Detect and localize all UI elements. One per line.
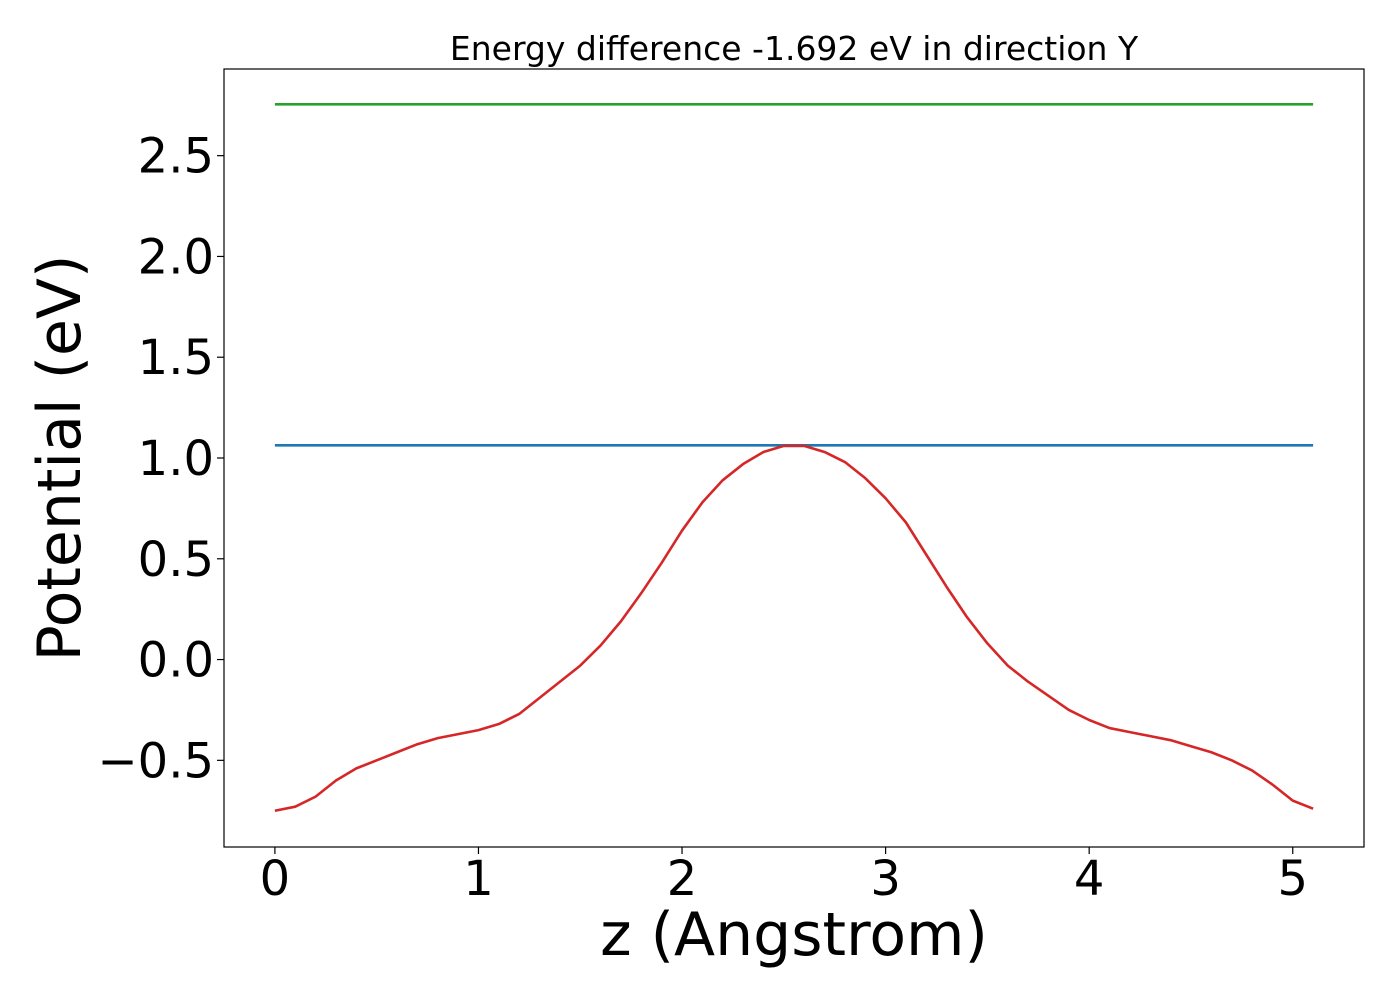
x-axis-label: z (Angstrom) bbox=[600, 900, 988, 970]
series-line-3 bbox=[274, 444, 1314, 812]
chart-title: Energy difference -1.692 eV in direction… bbox=[450, 29, 1139, 68]
y-tick-label: 0.0 bbox=[138, 633, 214, 689]
y-tick-label: 0.5 bbox=[138, 532, 214, 588]
y-axis-label: Potential (eV) bbox=[25, 255, 95, 662]
y-tick-label: −0.5 bbox=[97, 733, 214, 789]
x-axis: 0 1 2 3 4 5 bbox=[260, 847, 1308, 907]
y-tick-label: 1.0 bbox=[138, 431, 214, 487]
x-tick-label: 4 bbox=[1074, 851, 1105, 907]
x-tick-label: 5 bbox=[1277, 851, 1308, 907]
y-axis: −0.5 0.0 0.5 1.0 1.5 2.0 2.5 bbox=[97, 129, 224, 789]
y-tick-label: 2.5 bbox=[138, 129, 214, 185]
y-tick-label: 2.0 bbox=[138, 229, 214, 285]
x-tick-label: 2 bbox=[667, 851, 698, 907]
x-tick-label: 1 bbox=[463, 851, 494, 907]
x-tick-label: 3 bbox=[870, 851, 901, 907]
y-tick-label: 1.5 bbox=[138, 330, 214, 386]
x-tick-label: 0 bbox=[260, 851, 291, 907]
series-layer bbox=[274, 102, 1314, 812]
